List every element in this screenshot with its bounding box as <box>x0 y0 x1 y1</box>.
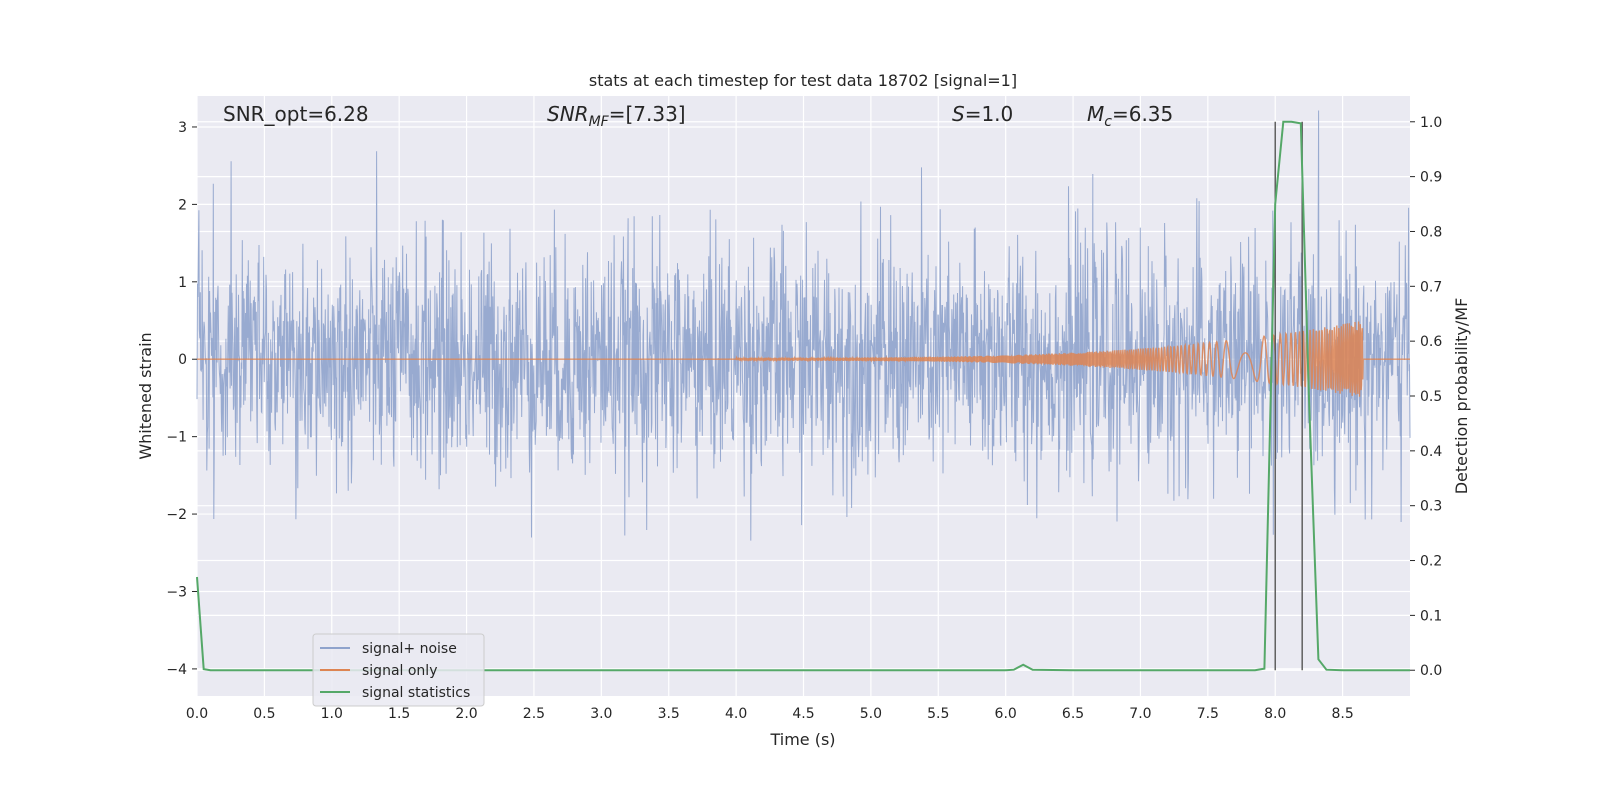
y-right-tick-label: 0.3 <box>1420 499 1442 515</box>
noise-line <box>196 110 1411 541</box>
annotation-mc: Mc=6.35 <box>1087 102 1173 130</box>
y-tick-label: −4 <box>166 662 187 678</box>
y-tick-label: −3 <box>166 584 187 600</box>
y-tick-label: −2 <box>166 507 187 523</box>
legend-label-signal: signal only <box>362 663 437 679</box>
x-tick-label: 7.0 <box>1129 706 1151 722</box>
x-tick-label: 2.5 <box>523 706 545 722</box>
series-signal-noise <box>196 110 1411 541</box>
mc-value: =6.35 <box>1112 102 1173 126</box>
x-tick-label: 6.5 <box>1062 706 1084 722</box>
x-tick-label: 6.0 <box>995 706 1017 722</box>
series-signal-statistics <box>196 120 1410 672</box>
y-tick-label: 3 <box>178 120 187 136</box>
y-tick-label: −1 <box>166 430 187 446</box>
annotation-snr-opt: SNR_opt=6.28 <box>223 102 369 126</box>
x-tick-label: 8.5 <box>1331 706 1353 722</box>
legend-label-stats: signal statistics <box>362 685 470 701</box>
y-tick-label: 1 <box>178 275 187 291</box>
y-tick-label: 0 <box>178 352 187 368</box>
snr-mf-value: =[7.33] <box>609 102 686 126</box>
legend: signal+ noise signal only signal statist… <box>312 633 485 707</box>
y-right-tick-label: 0.9 <box>1420 170 1442 186</box>
x-tick-label: 3.5 <box>658 706 680 722</box>
series-signal-only <box>197 321 1410 397</box>
x-tick-label: 5.0 <box>860 706 882 722</box>
x-tick-label: 1.5 <box>388 706 410 722</box>
y-right-tick-label: 0.0 <box>1420 663 1442 679</box>
annotations: SNR_opt=6.28 SNRMF=[7.33] S=1.0 Mc=6.35 <box>223 102 1173 130</box>
x-tick-label: 1.0 <box>321 706 343 722</box>
mc-sub: c <box>1104 114 1112 130</box>
y-right-axis-label: Detection probability/MF <box>1452 298 1471 495</box>
snr-mf-label: SNR <box>547 102 589 126</box>
y-right-tick-label: 0.5 <box>1420 389 1442 405</box>
x-tick-label: 0.0 <box>186 706 208 722</box>
y-tick-label: 2 <box>178 197 187 213</box>
x-tick-label: 3.0 <box>590 706 612 722</box>
annotation-snr-mf: SNRMF=[7.33] <box>547 102 686 130</box>
y-right-tick-label: 0.1 <box>1420 608 1442 624</box>
x-axis-label: Time (s) <box>769 730 835 749</box>
legend-label-noise: signal+ noise <box>362 641 457 657</box>
y-right-tick-label: 0.4 <box>1420 444 1442 460</box>
s-label: S <box>952 102 965 126</box>
x-tick-label: 8.0 <box>1264 706 1286 722</box>
y-axis-label: Whitened strain <box>136 332 155 459</box>
snr-mf-sub: MF <box>589 114 610 130</box>
signal-line <box>197 321 1410 397</box>
y-right-tick-label: 1.0 <box>1420 115 1442 131</box>
x-tick-label: 0.5 <box>253 706 275 722</box>
x-tick-label: 2.0 <box>455 706 477 722</box>
x-tick-label: 5.5 <box>927 706 949 722</box>
y-right-tick-label: 0.6 <box>1420 334 1442 350</box>
legend-box <box>312 633 485 707</box>
y-right-tick-label: 0.2 <box>1420 554 1442 570</box>
x-tick-label: 4.5 <box>792 706 814 722</box>
chart-title: stats at each timestep for test data 187… <box>589 71 1017 90</box>
stats-line <box>196 120 1410 672</box>
ticks: 0.0 0.5 1.0 1.5 2.0 2.5 3.0 3.5 4.0 4.5 5.0 5.5 6.0 6… <box>166 115 1442 722</box>
mc-label: M <box>1087 102 1104 126</box>
y-right-tick-label: 0.8 <box>1420 224 1442 240</box>
x-tick-label: 7.5 <box>1197 706 1219 722</box>
y-right-tick-label: 0.7 <box>1420 279 1442 295</box>
x-tick-label: 4.0 <box>725 706 747 722</box>
s-value: =1.0 <box>965 102 1014 126</box>
annotation-s: S=1.0 <box>952 102 1013 126</box>
